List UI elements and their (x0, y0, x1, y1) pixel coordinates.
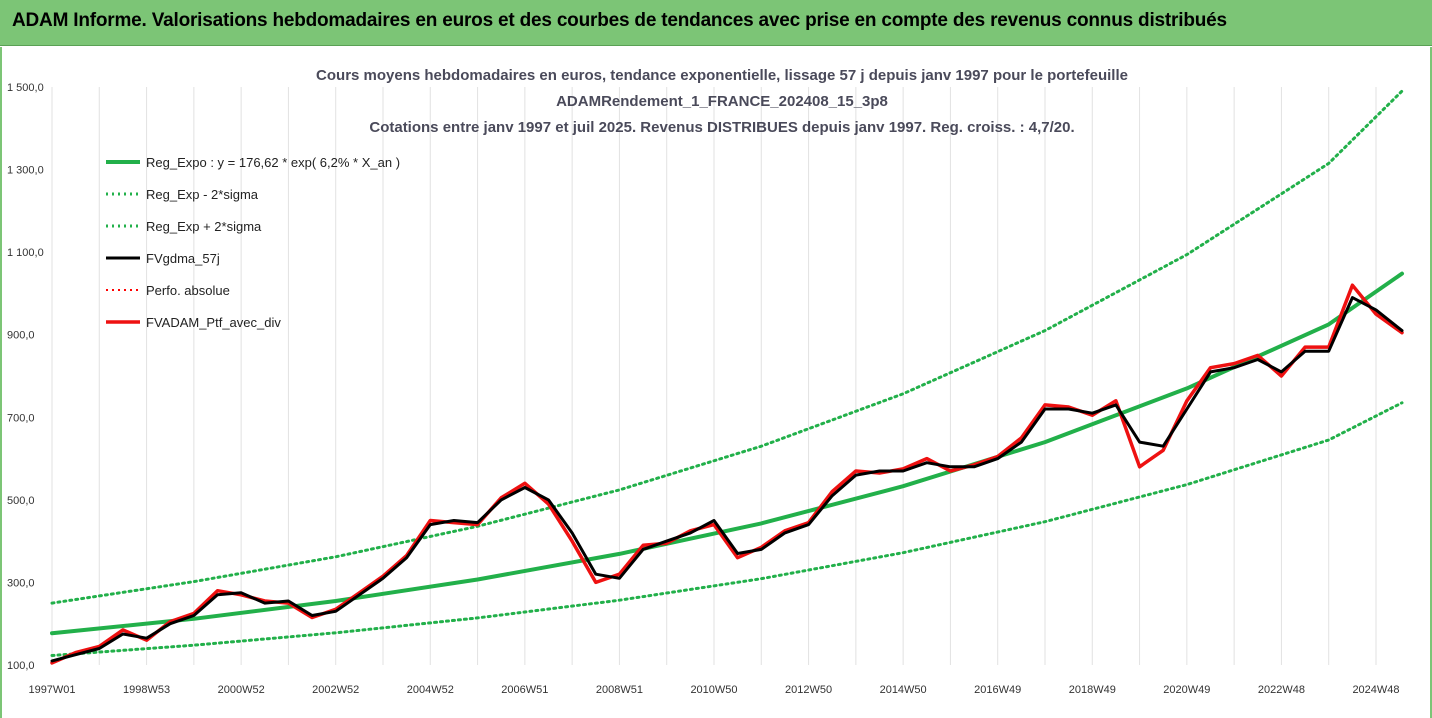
report-banner: ADAM Informe. Valorisations hebdomadaire… (0, 0, 1432, 46)
y-tick-label: 1 300,0 (7, 165, 44, 177)
chart-title-line-2: ADAMRendement_1_FRANCE_202408_15_3p8 (556, 93, 888, 110)
y-tick-label: 500,0 (7, 495, 35, 507)
series-lines (50, 89, 1404, 665)
x-axis-tick-labels: 1997W01 1998W53 2000W52 2002W52 2004W52 2006W… (28, 684, 1399, 696)
grid-lines (51, 87, 1377, 665)
legend-label: Perfo. absolue (146, 283, 230, 298)
series-line-6 (50, 283, 1404, 665)
series-line-2 (50, 401, 1404, 657)
x-tick-label: 1998W53 (123, 684, 170, 696)
y-tick-label: 1 500,0 (7, 82, 44, 94)
series-line-5 (51, 284, 1403, 664)
x-tick-label: 2018W49 (1069, 684, 1116, 696)
series-line-3 (50, 89, 1404, 605)
legend-label: Reg_Exp + 2*sigma (146, 219, 262, 234)
exponential-trend-chart: Cours moyens hebdomadaires en euros, ten… (7, 67, 1404, 696)
x-tick-label: 2020W49 (1163, 684, 1210, 696)
y-tick-label: 700,0 (7, 412, 35, 424)
chart-title-line-3: Cotations entre janv 1997 et juil 2025. … (369, 119, 1074, 136)
report-title: ADAM Informe. Valorisations hebdomadaire… (12, 10, 1227, 31)
x-tick-label: 2012W50 (785, 684, 832, 696)
chart-area: Cours moyens hebdomadaires en euros, ten… (0, 47, 1432, 718)
legend-label: FVgdma_57j (146, 251, 220, 266)
x-tick-label: 2006W51 (501, 684, 548, 696)
y-axis-tick-labels: 100,0 300,0 500,0 700,0 900,0 1 100,0 1 300,0 1… (7, 82, 44, 672)
series-line-4 (50, 296, 1404, 663)
x-tick-label: 2024W48 (1352, 684, 1399, 696)
x-tick-label: 2004W52 (407, 684, 454, 696)
legend-label: Reg_Exp - 2*sigma (146, 187, 259, 202)
x-tick-label: 2002W52 (312, 684, 359, 696)
x-tick-label: 2008W51 (596, 684, 643, 696)
chart-title-line-1: Cours moyens hebdomadaires en euros, ten… (316, 67, 1128, 84)
x-tick-label: 2016W49 (974, 684, 1021, 696)
y-tick-label: 100,0 (7, 660, 35, 672)
legend-label: FVADAM_Ptf_avec_div (146, 315, 281, 330)
x-tick-label: 2000W52 (218, 684, 265, 696)
x-tick-label: 2010W50 (690, 684, 737, 696)
chart-title: Cours moyens hebdomadaires en euros, ten… (316, 67, 1128, 136)
legend: Reg_Expo : y = 176,62 * exp( 6,2% * X_an… (106, 155, 400, 330)
x-tick-label: 2022W48 (1258, 684, 1305, 696)
y-tick-label: 300,0 (7, 577, 35, 589)
y-tick-label: 1 100,0 (7, 247, 44, 259)
y-tick-label: 900,0 (7, 330, 35, 342)
legend-label: Reg_Expo : y = 176,62 * exp( 6,2% * X_an… (146, 155, 400, 170)
x-tick-label: 1997W01 (28, 684, 75, 696)
x-tick-label: 2014W50 (880, 684, 927, 696)
